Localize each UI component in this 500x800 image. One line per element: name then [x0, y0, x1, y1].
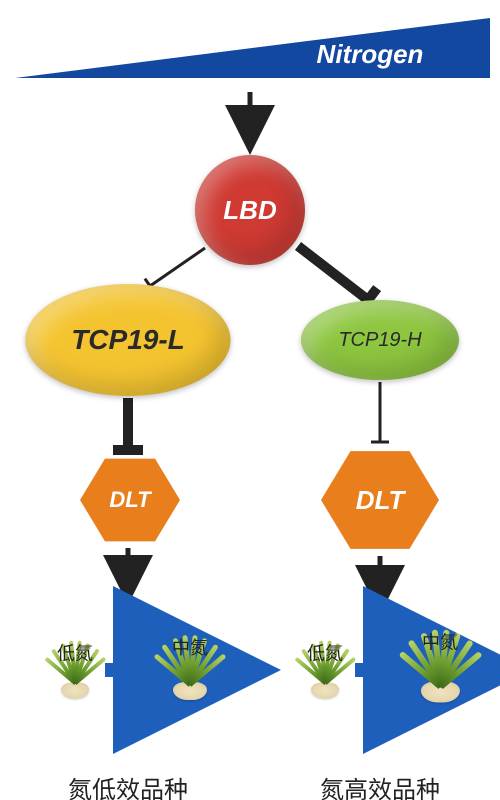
label-low-efficiency: 氮低效品种 [68, 770, 188, 800]
node-lbd-label: LBD [223, 195, 276, 226]
edge-l-to-dltl [113, 398, 143, 450]
plant-r-low-label: 低氮 [307, 640, 343, 666]
nitrogen-label: Nitrogen [317, 39, 424, 69]
plant-l-low-label: 低氮 [57, 640, 93, 666]
plant-r-mid: 中氮 [406, 627, 475, 703]
plant-r-low: 低氮 [300, 638, 351, 699]
plant-r-mid-label: 中氮 [422, 629, 458, 655]
edge-h-to-dltr [371, 382, 389, 442]
label-high-efficiency: 氮高效品种 [320, 770, 440, 800]
node-dlt-left-label: DLT [109, 487, 150, 513]
diagram-stage: Nitrogen LBD TCP19-L TCP19-H DLT DLT 低氮 中… [0, 0, 500, 800]
plant-l-low: 低氮 [50, 638, 101, 699]
node-tcp19-h: TCP19-H [301, 300, 459, 380]
node-tcp19-l-label: TCP19-L [71, 324, 185, 356]
plant-l-mid: 中氮 [160, 632, 220, 700]
node-lbd: LBD [195, 155, 305, 265]
plant-l-mid-label: 中氮 [172, 634, 208, 660]
node-tcp19-h-label: TCP19-H [338, 329, 421, 352]
node-tcp19-l: TCP19-L [26, 284, 231, 396]
node-dlt-right-label: DLT [356, 485, 405, 516]
